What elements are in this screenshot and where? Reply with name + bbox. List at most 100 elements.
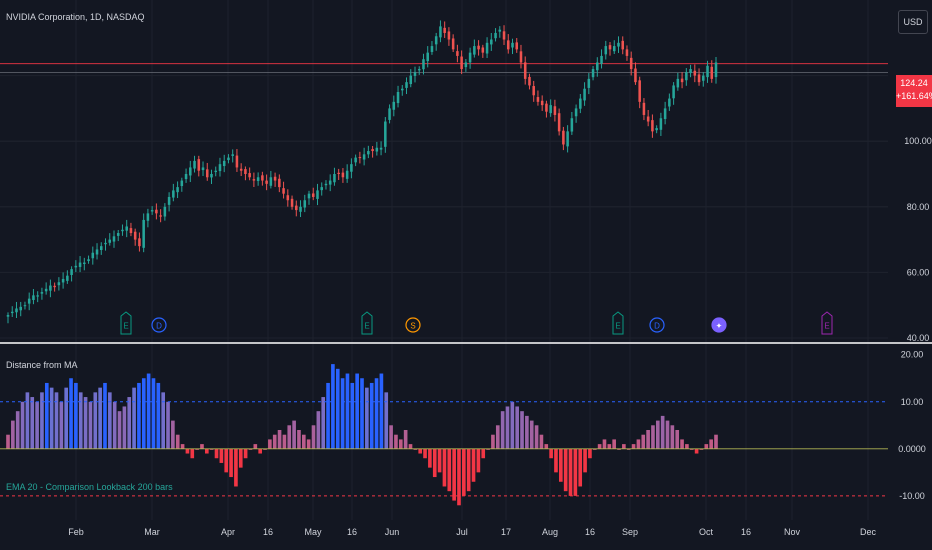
histogram-bar (626, 448, 631, 450)
histogram-bar (316, 411, 321, 449)
histogram-bar (326, 382, 330, 449)
event-marker-earnings: E (120, 311, 132, 335)
histogram-bar (137, 382, 141, 449)
histogram-bar (335, 368, 340, 449)
histogram-bar (592, 448, 597, 450)
histogram-bar (539, 434, 544, 449)
candle-body (473, 46, 476, 55)
event-marker-dividend: D (649, 317, 665, 333)
candle-body (57, 282, 61, 286)
candle-body (222, 160, 226, 167)
histogram-bar (355, 373, 359, 449)
dividend-icon (649, 317, 665, 333)
time-axis-label: 16 (347, 527, 357, 537)
histogram-bar (651, 425, 655, 449)
candle-body (150, 210, 154, 212)
candle-body (515, 42, 519, 50)
time-axis-label: Feb (68, 527, 84, 537)
histogram-bar (525, 415, 529, 449)
candle-body (354, 157, 357, 163)
candle-body (409, 75, 413, 85)
histogram-bar (175, 434, 180, 449)
candle-body (61, 278, 65, 283)
histogram-bar (98, 387, 102, 449)
time-axis-label: 16 (585, 527, 595, 537)
histogram-bar (505, 406, 510, 449)
candle-body (104, 242, 107, 245)
histogram-bar (481, 448, 486, 459)
candle-body (392, 101, 396, 110)
histogram-bar (112, 401, 117, 449)
candle-body (401, 88, 404, 91)
histogram-bar (234, 448, 238, 487)
candle-body (121, 229, 124, 232)
candle-body (384, 121, 387, 147)
candle-body (218, 164, 222, 172)
time-axis-label: Dec (860, 527, 877, 537)
histogram-bar (6, 434, 10, 449)
histogram-bar (665, 420, 670, 449)
candle-body (269, 177, 273, 186)
candle-body (261, 175, 264, 181)
candle-body (142, 219, 145, 248)
candle-body (659, 118, 663, 130)
histogram-bar (258, 448, 262, 454)
candle-body (74, 265, 78, 268)
candle-body (239, 168, 243, 171)
candle-body (439, 26, 442, 38)
dividend-icon (151, 317, 167, 333)
histogram-bar (311, 425, 316, 449)
histogram-bar (699, 448, 704, 450)
candle-body (303, 200, 307, 208)
news-icon (711, 317, 727, 333)
histogram-bar (641, 434, 646, 449)
histogram-bar (219, 448, 224, 463)
indicator-axis-label: 10.00 (901, 397, 924, 407)
histogram-bar (117, 411, 122, 449)
histogram-bar (714, 434, 718, 449)
candle-body (426, 52, 429, 62)
candle-body (528, 76, 531, 86)
candle-body (265, 180, 268, 184)
candle-body (532, 86, 535, 96)
currency-button[interactable]: USD (898, 10, 928, 34)
histogram-bar (229, 448, 233, 478)
candle-body (617, 42, 620, 47)
candle-body (227, 157, 230, 161)
candle-body (536, 97, 540, 102)
candle-body (210, 174, 213, 178)
histogram-bar (209, 448, 214, 450)
price-axis-label: 60.00 (907, 267, 930, 277)
candle-body (443, 27, 446, 33)
histogram-bar (447, 448, 452, 492)
candle-body (278, 178, 281, 188)
candle-body (155, 209, 158, 214)
candle-body (663, 108, 667, 119)
candle-body (498, 29, 502, 32)
candle-body (655, 128, 658, 131)
candle-body (273, 176, 277, 181)
candlestick-series (6, 20, 718, 324)
candle-body (545, 103, 548, 112)
candle-body (324, 183, 328, 186)
histogram-bar (495, 425, 500, 449)
histogram-bar (93, 392, 98, 449)
histogram-bar (636, 439, 641, 449)
candle-body (70, 269, 73, 275)
time-axis-label: Jun (385, 527, 400, 537)
candle-body (66, 275, 69, 281)
candle-body (646, 116, 650, 122)
candle-body (371, 149, 374, 152)
candle-body (481, 47, 485, 53)
candle-body (422, 59, 425, 70)
symbol-title: NVIDIA Corporation, 1D, NASDAQ (6, 12, 145, 22)
event-marker-earnings: E (821, 311, 833, 335)
indicator-axis-label: 20.00 (901, 350, 924, 360)
event-marker-symbol: D (654, 322, 660, 331)
histogram-bar (321, 397, 326, 449)
indicator-name: Distance from MA (6, 360, 78, 370)
histogram-bar (350, 382, 355, 449)
histogram-bar (74, 382, 78, 449)
histogram-bar (365, 387, 369, 449)
